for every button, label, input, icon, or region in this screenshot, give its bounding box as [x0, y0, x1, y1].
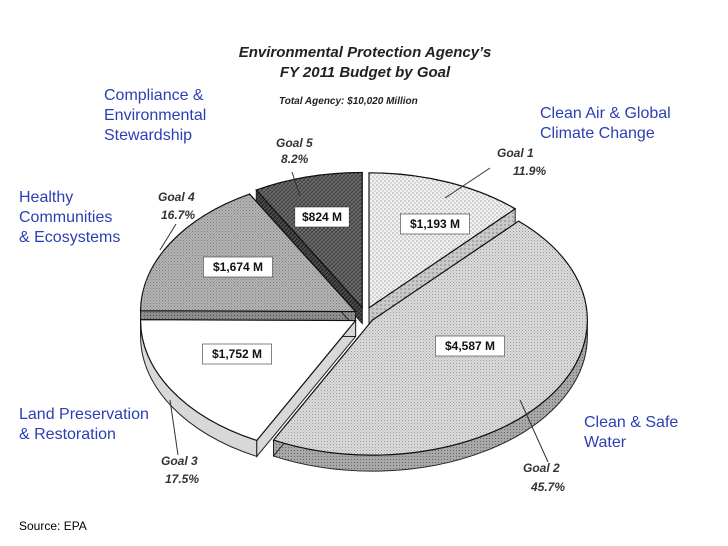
category-label-goal-3: Land Preservation & Restoration — [19, 406, 149, 443]
percent-label-4: 16.7% — [161, 208, 195, 222]
percent-label-5: 8.2% — [281, 152, 309, 166]
pie-slice-goal-3 — [139, 319, 357, 458]
chart-subtitle: Total Agency: $10,020 Million — [279, 96, 418, 107]
value-box-1 — [400, 213, 470, 235]
value-label-1: $1,193 M — [410, 217, 460, 231]
percent-label-1: 11.9% — [513, 164, 546, 178]
value-box-2 — [435, 335, 505, 357]
category-label-goal-4: Healthy Communities & Ecosystems — [19, 189, 121, 246]
goal-label-2: Goal 2 — [523, 461, 560, 475]
source-note: Source: EPA — [19, 519, 87, 533]
value-box-3 — [202, 343, 272, 365]
category-label-goal-1: Clean Air & Global Climate Change — [540, 105, 671, 142]
pie-slice-goal-4 — [139, 192, 357, 329]
category-label-goal-2: Clean & Safe Water — [584, 414, 679, 451]
value-label-5: $824 M — [302, 210, 342, 224]
value-label-3: $1,752 M — [212, 347, 262, 361]
category-label-goal-5: Compliance & Environmental Stewardship — [104, 87, 207, 144]
leader-line-4 — [159, 223, 177, 251]
percent-label-2: 45.7% — [530, 480, 565, 494]
pie-slice-goal-1 — [368, 172, 517, 325]
chart-title-line-2: FY 2011 Budget by Goal — [279, 64, 451, 81]
chart-title-line-1: Environmental Protection Agency’s — [238, 44, 492, 61]
goal-label-4: Goal 4 — [158, 190, 195, 204]
value-label-4: $1,674 M — [213, 260, 263, 274]
leader-line-5 — [291, 171, 301, 197]
value-label-2: $4,587 M — [445, 339, 495, 353]
goal-label-5: Goal 5 — [276, 136, 313, 150]
leader-line-1 — [444, 167, 491, 199]
goal-label-3: Goal 3 — [161, 454, 198, 468]
value-box-4 — [203, 256, 273, 278]
percent-label-3: 17.5% — [165, 472, 199, 486]
leader-line-3 — [169, 399, 179, 456]
value-box-5 — [294, 206, 350, 228]
pie-slice-goal-2 — [272, 220, 588, 472]
goal-label-1: Goal 1 — [497, 146, 534, 160]
leader-line-2 — [519, 399, 549, 463]
